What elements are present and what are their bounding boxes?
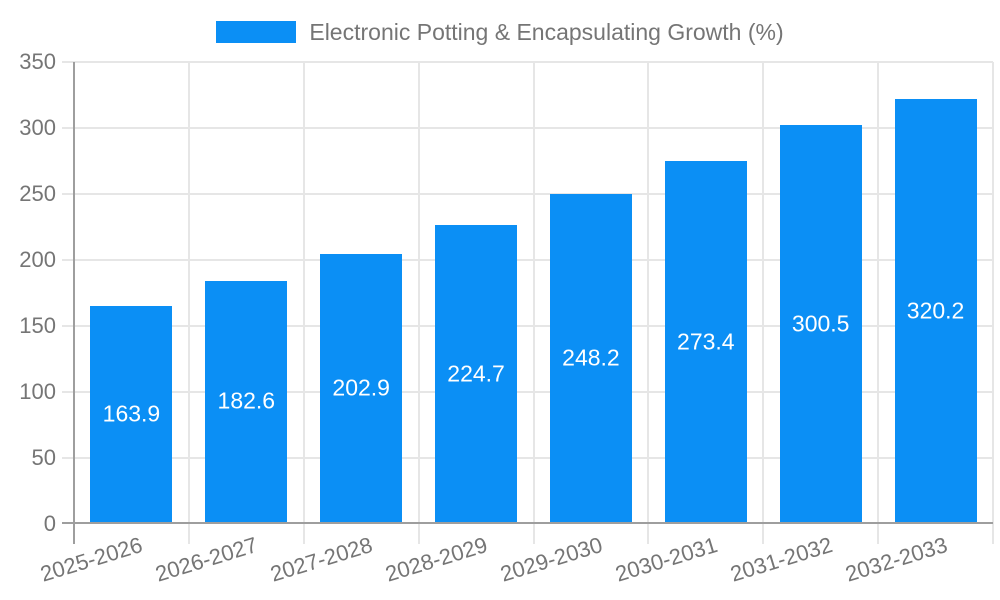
y-tick-label: 0: [43, 511, 56, 536]
bar[interactable]: 300.5: [779, 125, 862, 522]
legend-label: Electronic Potting & Encapsulating Growt…: [309, 18, 784, 45]
x-axis-line: [62, 522, 993, 524]
bar-value-label: 273.4: [677, 328, 735, 355]
y-axis-line: [73, 62, 75, 544]
bar-value-label: 202.9: [332, 374, 390, 401]
legend-swatch: [216, 21, 297, 43]
v-gridline: [647, 62, 650, 544]
h-gridline: [62, 61, 993, 63]
y-tick-label: 350: [19, 49, 56, 74]
bar-value-label: 224.7: [447, 360, 505, 387]
bar[interactable]: 163.9: [90, 305, 173, 522]
y-tick-label: 50: [31, 445, 56, 470]
bar[interactable]: 248.2: [549, 194, 632, 522]
v-gridline: [877, 62, 880, 544]
bar[interactable]: 273.4: [664, 161, 747, 522]
h-gridline: [62, 325, 993, 327]
v-gridline: [532, 62, 535, 544]
bar[interactable]: 224.7: [435, 225, 518, 522]
h-gridline: [62, 391, 993, 393]
bar[interactable]: 202.9: [320, 254, 403, 522]
bar[interactable]: 320.2: [894, 99, 977, 522]
y-tick-label: 200: [19, 247, 56, 272]
y-tick-label: 300: [19, 115, 56, 140]
plot-area: 163.9 182.6 202.9 224.7 248.2 273.4 300.5 320.2: [62, 61, 994, 544]
bar[interactable]: 182.6: [205, 280, 288, 522]
bar-value-label: 300.5: [791, 310, 850, 337]
v-gridline: [417, 62, 420, 544]
v-gridline: [762, 62, 765, 544]
v-gridline: [187, 62, 190, 544]
h-gridline: [62, 259, 993, 261]
chart-legend: Electronic Potting & Encapsulating Growt…: [0, 19, 1000, 45]
h-gridline: [62, 127, 993, 129]
h-gridline: [62, 457, 993, 459]
y-tick-label: 250: [19, 181, 56, 206]
y-tick-label: 150: [19, 313, 56, 338]
bar-value-label: 182.6: [217, 387, 276, 414]
v-gridline: [992, 62, 994, 544]
bar-value-label: 163.9: [102, 400, 161, 427]
y-tick-label: 100: [19, 379, 56, 404]
h-gridline: [62, 193, 993, 195]
bar-value-label: 320.2: [906, 297, 965, 324]
bar-value-label: 248.2: [562, 344, 620, 371]
v-gridline: [302, 62, 305, 544]
